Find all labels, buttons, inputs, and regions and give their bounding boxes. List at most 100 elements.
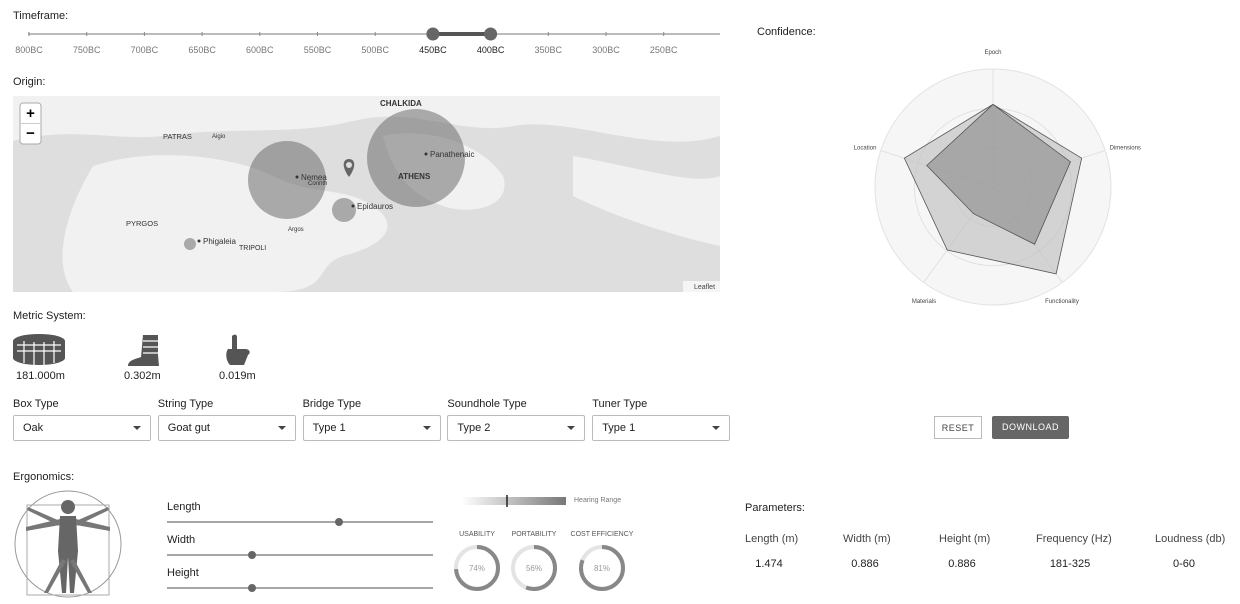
origin-circle[interactable]: [332, 198, 356, 222]
figure-body: [58, 516, 78, 593]
gauge-arc: [579, 545, 625, 591]
gauge-label: USABILITY: [459, 531, 495, 538]
gauges: USABILITY 74% PORTABILITY 56% COST EFFICIENC…: [454, 531, 634, 591]
slider-label: Height: [167, 567, 199, 579]
place-label: Argos: [288, 227, 304, 233]
timeframe-tick-label: 250BC: [650, 45, 678, 55]
map-pin[interactable]: [343, 159, 355, 177]
hearing-range-label: Hearing Range: [574, 497, 622, 504]
place-dot: [424, 152, 428, 156]
metric-icons: [13, 334, 250, 366]
radar-axis-label: Materials: [912, 299, 936, 305]
foot-icon: [143, 340, 158, 354]
select-label: Tuner Type: [592, 398, 648, 410]
parameter-header: Length (m): [745, 533, 799, 545]
select[interactable]: Type 2: [447, 415, 586, 441]
timeframe-tick-label: 700BC: [131, 45, 159, 55]
metric-value: 181.000m: [16, 370, 65, 382]
gauge-value: 74%: [469, 564, 485, 573]
slider-handle[interactable]: [248, 551, 256, 559]
place-dot: [295, 175, 299, 179]
figure-head: [61, 500, 75, 514]
place-label: Nemea: [301, 173, 327, 182]
parameters-label: Parameters:: [745, 502, 805, 514]
select-label: Bridge Type: [302, 398, 362, 410]
select[interactable]: Type 1: [302, 415, 441, 441]
slider-label: Width: [167, 534, 196, 546]
select-label: String Type: [157, 398, 214, 410]
select[interactable]: Type 1: [592, 415, 731, 441]
timeframe-tick-label: 550BC: [304, 45, 332, 55]
zoom-out[interactable]: −: [26, 125, 35, 142]
parameter-header: Frequency (Hz): [1036, 533, 1112, 545]
timeframe-tick-label: 350BC: [535, 45, 563, 55]
place-label: ATHENS: [398, 172, 431, 181]
place-label: Aigio: [212, 134, 226, 140]
place-dot: [351, 204, 355, 208]
parameter-value: 0.886: [851, 558, 879, 570]
foot-icon: [128, 335, 159, 366]
timeframe-label: Timeframe:: [13, 10, 69, 22]
hearing-gradient: [462, 497, 566, 505]
attribution[interactable]: Leaflet: [694, 284, 715, 291]
map-land: [13, 96, 720, 142]
place-label: Panathenaic: [430, 150, 474, 159]
stadium-icon: [13, 351, 65, 365]
figure-circle: [14, 490, 122, 598]
stadium-icon: [17, 341, 61, 365]
finger-icon: [226, 334, 250, 365]
download-button[interactable]: DOWNLOAD: [992, 416, 1069, 439]
map-land: [573, 156, 720, 246]
slider-handle[interactable]: [484, 27, 498, 41]
parameter-header: Loudness (db): [1155, 533, 1226, 545]
place-label: PYRGOS: [126, 219, 158, 228]
origin-circle[interactable]: [367, 109, 465, 207]
select[interactable]: Goat gut: [157, 415, 296, 441]
slider-handle[interactable]: [426, 27, 440, 41]
gauge-value: 81%: [594, 564, 610, 573]
place-dot: [197, 239, 201, 243]
parameter-header: Height (m): [939, 533, 991, 545]
gauge-label: COST EFFICIENCY: [571, 531, 634, 538]
timeframe-tick-label: 750BC: [73, 45, 101, 55]
ergonomic-sliders: [167, 518, 433, 592]
select[interactable]: Oak: [13, 415, 151, 441]
timeframe-tick-label: 400BC: [477, 45, 505, 55]
radar-axis-label: Epoch: [984, 50, 1001, 56]
hearing-range-bar: [462, 495, 566, 507]
timeframe-tick-label: 500BC: [361, 45, 389, 55]
vitruvian-figure: [14, 490, 122, 598]
parameter-header: Width (m): [843, 533, 891, 545]
zoom-in[interactable]: +: [26, 105, 35, 122]
ergonomics-label: Ergonomics:: [13, 471, 75, 483]
radar-axis-label: Location: [854, 146, 877, 152]
reset-button[interactable]: RESET: [934, 416, 982, 439]
select-label: Soundhole Type: [447, 398, 527, 410]
radar-area: [926, 103, 1071, 245]
timeframe-tick-label: 650BC: [188, 45, 216, 55]
parameter-value: 181-325: [1049, 558, 1091, 570]
parameter-value: 0.886: [948, 558, 976, 570]
timeframe-slider[interactable]: 800BC 750BC 700BC 650BC 600BC 550BC 500BC 450BC…: [0, 24, 730, 58]
place-label: Phigaleia: [203, 237, 236, 246]
metric-label: Metric System:: [13, 310, 86, 322]
slider-label: Length: [167, 501, 201, 513]
map[interactable]: + − Leaflet CHALKIDA PATRAS Aigio NemeaCori…: [13, 96, 720, 292]
slider-handle[interactable]: [335, 518, 343, 526]
origin-circle[interactable]: [248, 141, 326, 219]
origin-circle[interactable]: [184, 238, 196, 250]
place-label: TRIPOLI: [239, 245, 266, 252]
slider-handle[interactable]: [248, 584, 256, 592]
gauge-label: PORTABILITY: [512, 531, 557, 538]
place-label: Corinth: [308, 181, 327, 187]
radar-axis-label: Functionality: [1045, 299, 1079, 305]
place-label: CHALKIDA: [380, 99, 422, 108]
timeframe-tick-label: 800BC: [15, 45, 43, 55]
timeframe-tick-label: 300BC: [592, 45, 620, 55]
gauge-arc: [511, 545, 557, 591]
radar-chart: Epoch Dimensions Functionality Materials Loc…: [854, 50, 1141, 306]
origin-label: Origin:: [13, 76, 46, 88]
attribution-box: [683, 281, 720, 292]
metric-value: 0.019m: [219, 370, 256, 382]
